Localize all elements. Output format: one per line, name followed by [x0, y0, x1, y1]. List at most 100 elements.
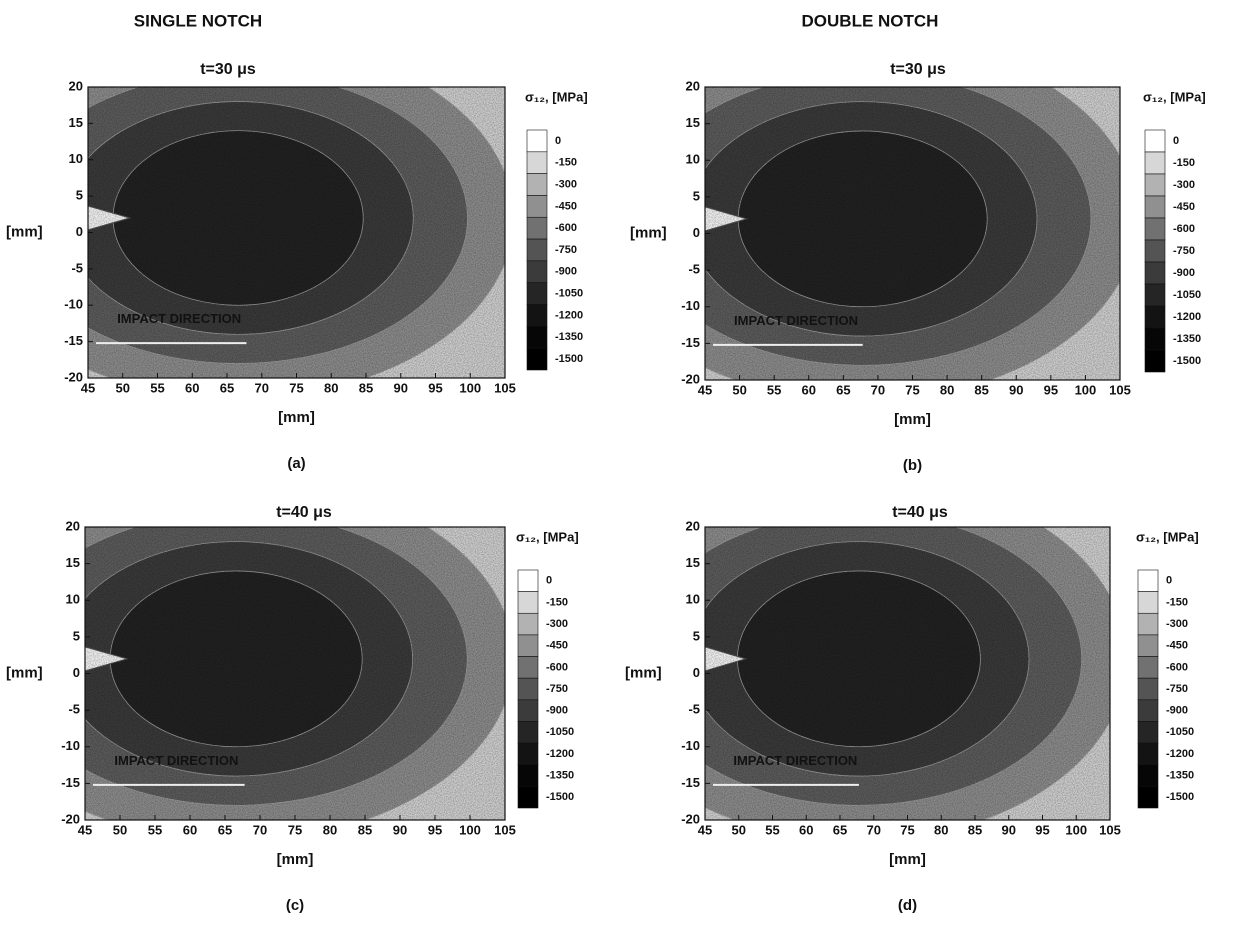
x-tick-label: 55 — [765, 822, 779, 837]
y-tick-label: 10 — [69, 151, 83, 166]
x-tick-label: 75 — [289, 380, 303, 395]
colorbar-label: -300 — [1166, 618, 1188, 630]
x-tick-label: 100 — [1075, 382, 1097, 397]
y-tick-label: 10 — [686, 152, 700, 167]
y-tick-label: 0 — [73, 665, 80, 680]
colorbar-level — [1137, 742, 1159, 766]
x-axis-label: [mm] — [894, 411, 931, 428]
colorbar-level — [526, 304, 548, 327]
grain — [85, 527, 505, 820]
colorbar-level — [517, 612, 539, 636]
colorbar-level — [517, 786, 539, 809]
colorbar-level — [526, 173, 548, 196]
y-tick-label: -5 — [68, 702, 80, 717]
x-tick-label: 65 — [220, 380, 234, 395]
colorbar-label: -600 — [1166, 661, 1188, 673]
x-tick-label: 70 — [867, 822, 881, 837]
colorbar-label: -750 — [555, 244, 577, 256]
x-tick-label: 90 — [394, 380, 408, 395]
colorbar-label: 0 — [555, 135, 561, 147]
x-tick-label: 85 — [974, 382, 988, 397]
colorbar-label: -450 — [546, 640, 568, 652]
colorbar-level — [1144, 239, 1166, 263]
contour-field — [88, 87, 505, 378]
x-tick-label: 85 — [968, 822, 982, 837]
x-tick-label: 85 — [358, 822, 372, 837]
colorbar-label: -300 — [1173, 179, 1195, 191]
x-tick-label: 90 — [1002, 822, 1016, 837]
colorbar-title: σ₁₂, [MPa] — [1136, 529, 1199, 544]
colorbar-label: -1500 — [555, 353, 583, 365]
colorbar-label: -150 — [555, 157, 577, 169]
y-tick-label: 20 — [686, 78, 700, 93]
y-tick-label: 10 — [686, 592, 700, 607]
colorbar-label: -150 — [546, 596, 568, 608]
x-tick-label: 90 — [393, 822, 407, 837]
colorbar-label: -600 — [546, 661, 568, 673]
y-tick-label: -5 — [688, 702, 700, 717]
y-tick-label: 20 — [69, 78, 83, 93]
y-tick-label: 20 — [66, 518, 80, 533]
panel-title: t=30 μs — [890, 61, 946, 78]
x-tick-label: 105 — [494, 822, 516, 837]
x-tick-label: 75 — [905, 382, 919, 397]
colorbar-level — [517, 721, 539, 744]
y-tick-label: -15 — [61, 775, 80, 790]
colorbar-level — [1144, 173, 1166, 197]
y-tick-label: 15 — [69, 115, 83, 130]
colorbar-level — [1144, 151, 1166, 175]
colorbar-label: -450 — [1166, 640, 1188, 652]
x-tick-label: 50 — [732, 382, 746, 397]
y-tick-label: -20 — [61, 811, 80, 826]
x-tick-label: 105 — [1099, 822, 1121, 837]
colorbar-title: σ₁₂, [MPa] — [1143, 89, 1206, 104]
y-tick-label: 0 — [76, 224, 83, 239]
y-tick-label: 5 — [693, 628, 700, 643]
colorbar-label: -1350 — [546, 769, 574, 781]
x-tick-label: 65 — [833, 822, 847, 837]
panel-label: (c) — [286, 897, 304, 914]
colorbar-label: -450 — [555, 200, 577, 212]
x-tick-label: 95 — [1035, 822, 1049, 837]
y-axis-label: [mm] — [625, 664, 662, 681]
y-tick-label: 15 — [686, 115, 700, 130]
colorbar-level — [1144, 261, 1166, 285]
colorbar-label: -1500 — [1173, 355, 1201, 367]
colorbar-label: -300 — [555, 178, 577, 190]
x-tick-label: 80 — [940, 382, 954, 397]
panel-label: (d) — [898, 897, 917, 914]
colorbar-level — [517, 699, 539, 722]
y-tick-label: -5 — [71, 260, 83, 275]
x-tick-label: 55 — [767, 382, 781, 397]
y-tick-label: -20 — [681, 371, 700, 386]
y-tick-label: -10 — [681, 298, 700, 313]
colorbar-level — [1137, 764, 1159, 787]
colorbar-label: -300 — [546, 618, 568, 630]
colorbar-level — [1144, 283, 1166, 307]
panel-title: t=30 μs — [200, 61, 256, 78]
y-tick-label: 20 — [686, 518, 700, 533]
x-tick-label: 60 — [802, 382, 816, 397]
x-tick-label: 80 — [323, 822, 337, 837]
colorbar-label: -750 — [1173, 245, 1195, 257]
x-tick-label: 60 — [799, 822, 813, 837]
colorbar-level — [517, 634, 539, 657]
colorbar-label: -1050 — [546, 726, 574, 738]
colorbar-level — [1144, 195, 1166, 219]
colorbar-label: -600 — [555, 222, 577, 234]
y-axis-label: [mm] — [630, 224, 667, 241]
colorbar-label: -1200 — [546, 748, 574, 760]
x-axis-label: [mm] — [889, 851, 926, 868]
colorbar-level — [1137, 591, 1159, 614]
x-tick-label: 50 — [113, 822, 127, 837]
panel-title: t=40 μs — [892, 504, 948, 521]
colorbar-label: -1350 — [1166, 769, 1194, 781]
colorbar-level — [526, 282, 548, 305]
x-tick-label: 45 — [81, 380, 95, 395]
x-tick-label: 70 — [871, 382, 885, 397]
colorbar-level — [1137, 634, 1159, 657]
panel-title: t=40 μs — [276, 504, 332, 521]
colorbar-label: -750 — [1166, 683, 1188, 695]
column-title: DOUBLE NOTCH — [802, 11, 939, 30]
